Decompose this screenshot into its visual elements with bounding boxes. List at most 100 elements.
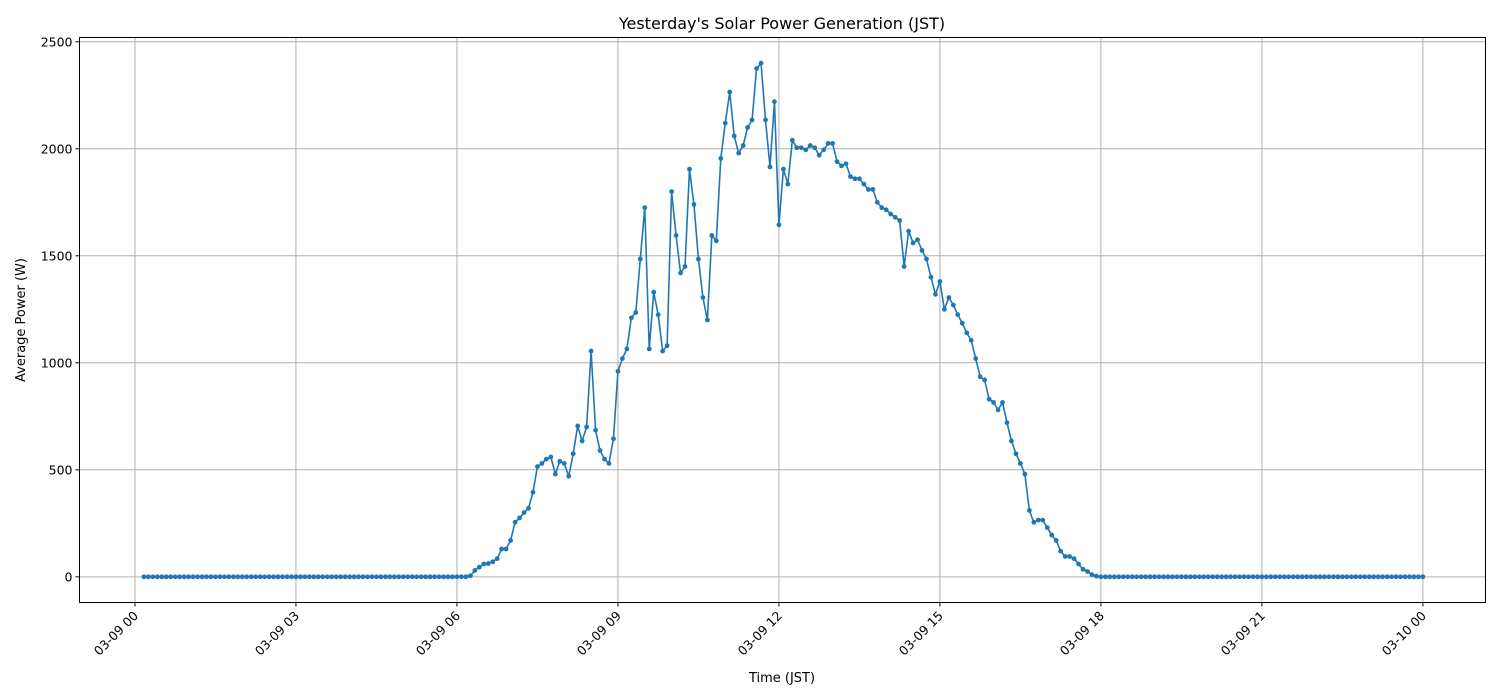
data-point [1067, 554, 1073, 559]
data-point [1366, 574, 1372, 580]
data-point [865, 187, 871, 192]
data-point [1335, 574, 1341, 580]
data-point [758, 60, 764, 66]
data-point [1058, 548, 1064, 554]
data-point [861, 181, 867, 187]
data-point [1420, 574, 1426, 580]
data-point [620, 356, 625, 361]
data-point [1053, 538, 1059, 543]
data-point [454, 574, 460, 580]
data-point [776, 222, 782, 228]
data-point [673, 233, 679, 238]
y-axis-ticks: 0 500 1000 1500 2000 2500 [41, 34, 80, 584]
data-point [982, 377, 988, 383]
data-point [1241, 574, 1247, 580]
y-tick-label: 1000 [41, 355, 73, 370]
data-point [369, 574, 375, 580]
data-point [1416, 574, 1421, 580]
data-point [1371, 574, 1377, 580]
y-tick-label: 1500 [41, 248, 73, 263]
data-point [405, 574, 411, 580]
data-point [745, 124, 751, 130]
data-point [177, 574, 183, 580]
data-point [481, 561, 487, 567]
data-point [588, 348, 594, 354]
data-point [839, 163, 844, 169]
data-point [1022, 471, 1028, 477]
data-point [1201, 574, 1207, 580]
data-point [1281, 574, 1287, 580]
data-point [1246, 574, 1251, 580]
data-point [306, 574, 312, 580]
data-point [1129, 574, 1135, 580]
x-axis-label: Time (JST) [748, 671, 815, 686]
data-point [906, 228, 912, 234]
data-point [1250, 574, 1256, 580]
data-point [1308, 574, 1314, 580]
data-point [517, 515, 522, 521]
data-point [535, 464, 540, 470]
data-point [195, 574, 200, 580]
data-point [1219, 574, 1225, 580]
data-point [1326, 574, 1332, 580]
data-point [624, 346, 630, 352]
data-point [579, 438, 585, 444]
data-point [584, 424, 590, 430]
data-point [973, 356, 979, 361]
data-point [356, 574, 361, 580]
data-point [235, 574, 241, 580]
data-point [736, 150, 742, 156]
data-point [660, 348, 666, 354]
data-point [1018, 460, 1023, 466]
data-point [1210, 574, 1216, 580]
data-point [798, 145, 804, 151]
data-point [1062, 554, 1068, 559]
data-point [709, 233, 715, 238]
data-point [1304, 574, 1310, 580]
data-point [883, 207, 889, 213]
data-point [933, 291, 938, 297]
data-point [298, 574, 303, 580]
data-point [986, 396, 992, 402]
data-point [248, 574, 254, 580]
data-point [271, 574, 276, 580]
data-point [172, 574, 178, 580]
x-tick-label: 03-09 00 [91, 608, 141, 658]
data-point [964, 330, 970, 336]
data-point [1232, 574, 1238, 580]
data-point [633, 310, 639, 315]
data-point [731, 133, 737, 139]
data-point [333, 574, 339, 580]
data-point [217, 574, 223, 580]
data-point [1009, 438, 1014, 444]
data-point [1263, 574, 1269, 580]
data-point [302, 574, 308, 580]
data-point [1094, 573, 1099, 579]
data-point [239, 574, 245, 580]
data-point [995, 407, 1001, 413]
data-point [1384, 574, 1390, 580]
data-point [968, 337, 974, 343]
data-point [320, 574, 326, 580]
x-tick-label: 03-09 12 [735, 608, 785, 658]
data-point [154, 574, 160, 580]
data-point [360, 574, 366, 580]
data-point [543, 456, 549, 462]
data-point [508, 538, 514, 543]
data-point [400, 574, 406, 580]
data-point [338, 574, 344, 580]
data-point [897, 218, 903, 223]
data-point [696, 256, 701, 262]
series-line [143, 62, 1423, 578]
data-point [145, 574, 151, 580]
data-point [919, 248, 925, 253]
data-point [1255, 574, 1260, 580]
data-point [159, 574, 165, 580]
data-point [503, 546, 509, 552]
data-point [221, 574, 227, 580]
data-point [803, 147, 809, 153]
data-point [548, 454, 554, 460]
data-point [669, 189, 674, 194]
data-point [1196, 574, 1202, 580]
data-point [1295, 574, 1301, 580]
